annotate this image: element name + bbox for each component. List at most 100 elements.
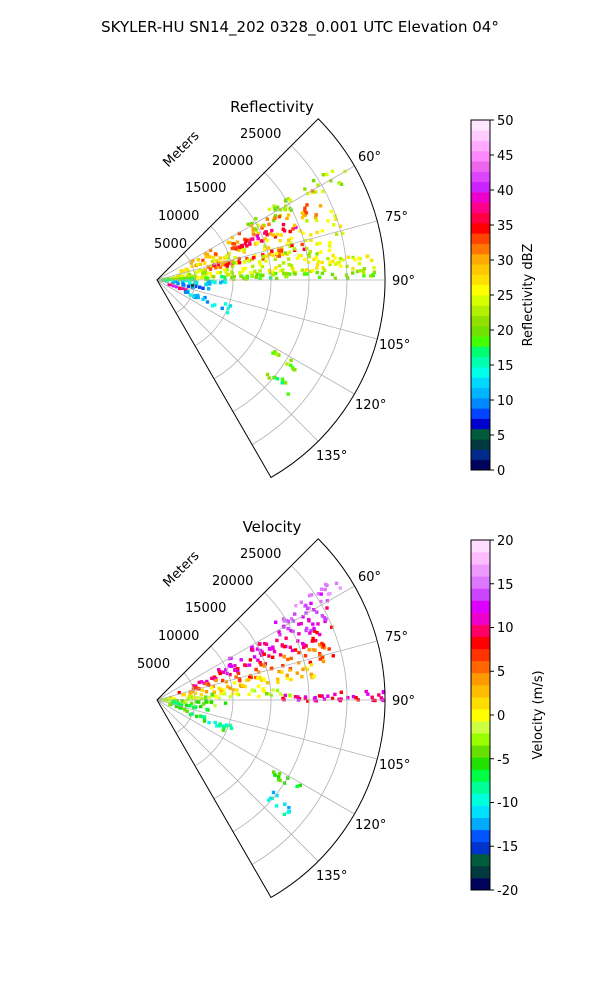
cb-tick-35: 35: [497, 219, 514, 234]
echo-cell: [273, 271, 278, 276]
echo-cell: [231, 241, 235, 246]
echo-cell: [184, 699, 189, 703]
echo-cell: [182, 270, 186, 274]
colorbar-swatch: [471, 140, 490, 152]
echo-cell: [258, 263, 262, 267]
range-ring: [232, 592, 310, 832]
range-ring: [175, 252, 196, 314]
range-tick-25000: 25000: [240, 127, 281, 142]
echo-cell: [237, 245, 242, 249]
echo-cell: [230, 265, 235, 269]
colorbar-swatch: [471, 636, 490, 650]
echo-cell: [280, 670, 284, 674]
echo-cell: [228, 656, 232, 661]
echo-cell: [346, 255, 351, 259]
echo-cell: [289, 629, 293, 633]
echo-cell: [369, 274, 373, 278]
echo-cell: [328, 260, 332, 264]
angle-tick-105: 105°: [379, 758, 410, 773]
colorbar-swatch: [471, 171, 490, 183]
range-ring: [213, 619, 272, 800]
echo-cell: [288, 244, 292, 248]
echo-cell: [277, 215, 281, 219]
echo-cell: [241, 683, 245, 687]
echo-cell: [373, 698, 377, 703]
angle-tick-90: 90°: [392, 694, 415, 709]
angle-tick-75: 75°: [385, 210, 408, 225]
echo-cell: [253, 253, 257, 258]
azimuth-spoke: [156, 699, 319, 862]
azimuth-spoke: [156, 220, 378, 281]
echo-cell: [305, 246, 309, 251]
colorbar-swatch: [471, 439, 490, 450]
cb-tick--10: -10: [497, 796, 518, 811]
echo-cell: [300, 211, 304, 215]
echo-cell: [226, 240, 230, 245]
echo-cell: [273, 257, 277, 261]
echo-cell: [251, 264, 255, 269]
echo-cell: [267, 654, 271, 658]
colorbar-swatch: [471, 805, 490, 818]
echo-cell: [289, 617, 294, 621]
echo-cell: [309, 593, 314, 597]
azimuth-spoke: [156, 699, 378, 760]
echo-cell: [318, 653, 322, 657]
range-ring: [194, 225, 234, 347]
echo-cell: [311, 622, 315, 626]
echo-cell: [213, 703, 217, 708]
velocity-colorbar-label: Velocity (m/s): [531, 670, 546, 759]
echo-cell: [230, 275, 234, 280]
echo-cell: [290, 243, 294, 248]
echo-cell: [282, 812, 287, 816]
echo-cell: [203, 252, 208, 256]
range-ring: [194, 645, 234, 767]
echo-cell: [212, 275, 216, 279]
colorbar-swatch: [471, 305, 490, 316]
echo-cell: [329, 209, 334, 214]
echo-cell: [191, 259, 195, 263]
echo-cell: [321, 645, 325, 649]
echo-cell: [259, 663, 263, 667]
echo-cell: [238, 679, 242, 683]
echo-cell: [265, 692, 269, 696]
echo-cell: [204, 282, 208, 287]
echo-cell: [275, 232, 279, 237]
echo-cell: [370, 695, 374, 699]
echo-cell: [320, 229, 325, 233]
echo-cell: [201, 297, 205, 301]
echo-cell: [285, 676, 290, 681]
echo-cell: [167, 282, 171, 287]
cb-tick-15: 15: [497, 578, 514, 593]
echo-cell: [185, 290, 190, 294]
echo-cell: [199, 714, 203, 718]
echo-cell: [275, 205, 280, 209]
echo-cell: [312, 257, 316, 262]
echo-cell: [308, 250, 312, 254]
echo-cell: [333, 262, 338, 266]
echo-cell: [289, 656, 293, 661]
echo-cell: [190, 697, 194, 701]
echo-cell: [247, 692, 251, 697]
echo-cell: [296, 639, 300, 643]
echo-cell: [285, 242, 289, 246]
echo-cell: [198, 269, 202, 273]
colorbar-swatch: [471, 325, 490, 337]
echo-cell: [187, 694, 192, 698]
angle-tick-60: 60°: [358, 570, 381, 585]
echo-cell: [285, 362, 289, 366]
echo-cell: [279, 248, 284, 252]
echo-cell: [328, 262, 332, 267]
echo-cell: [371, 698, 375, 703]
echo-cell: [192, 294, 196, 299]
colorbar-swatch: [471, 781, 490, 794]
echo-cell: [287, 805, 291, 810]
echo-cell: [263, 244, 267, 248]
cb-tick-10: 10: [497, 621, 514, 636]
echo-cell: [301, 615, 305, 619]
echo-cell: [233, 256, 237, 260]
cb-tick-30: 30: [497, 254, 514, 269]
echo-cell: [206, 276, 210, 280]
echo-band: [230, 222, 298, 251]
echo-cell: [345, 264, 349, 268]
